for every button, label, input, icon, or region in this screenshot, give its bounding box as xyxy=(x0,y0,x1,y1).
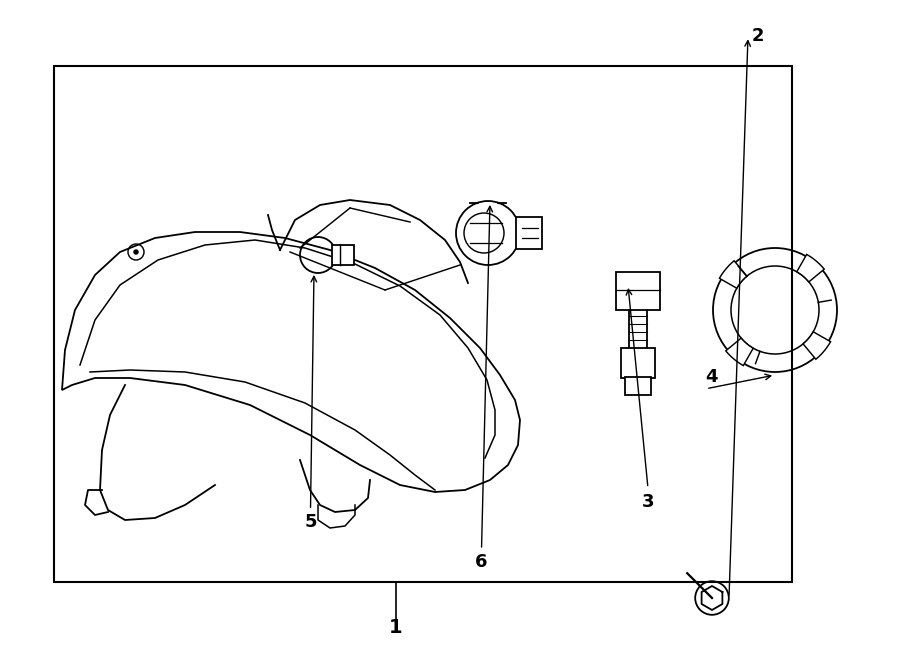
Text: 2: 2 xyxy=(752,27,764,46)
Polygon shape xyxy=(719,260,747,288)
Bar xyxy=(516,217,542,249)
Bar xyxy=(54,66,792,582)
Text: 1: 1 xyxy=(389,619,403,637)
Polygon shape xyxy=(62,232,520,492)
Bar xyxy=(616,272,660,310)
Text: 4: 4 xyxy=(705,368,717,386)
Polygon shape xyxy=(803,332,831,359)
Bar xyxy=(625,377,651,395)
Text: 3: 3 xyxy=(642,493,654,512)
Polygon shape xyxy=(725,338,753,366)
Text: 5: 5 xyxy=(304,513,317,531)
Polygon shape xyxy=(796,254,824,282)
Bar xyxy=(332,245,354,265)
Bar xyxy=(621,348,655,378)
Text: 6: 6 xyxy=(475,553,488,571)
Circle shape xyxy=(134,250,138,254)
